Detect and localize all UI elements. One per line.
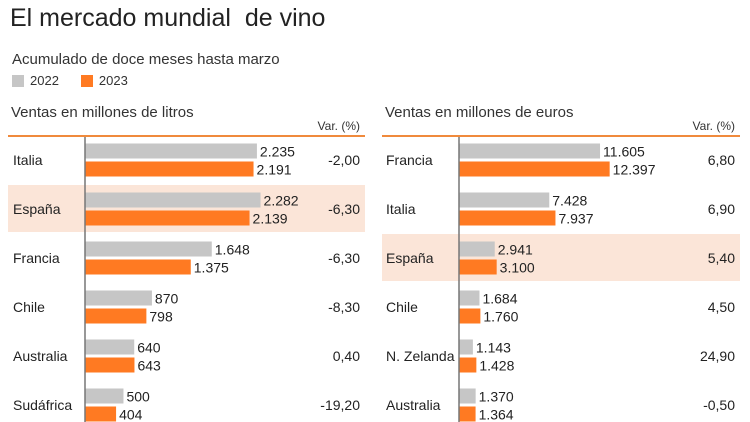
chart1-variation-value: -6,30 <box>328 250 360 266</box>
chart1-category-label: Australia <box>13 348 68 364</box>
chart2-bar-2023 <box>459 406 476 422</box>
chart1-value-label-2022: 640 <box>137 340 161 356</box>
chart2-category-label: Australia <box>386 397 441 413</box>
chart1-title: Ventas en millones de litros <box>11 104 194 121</box>
chart-subtitle: Acumulado de doce meses hasta marzo <box>12 51 280 68</box>
chart1-bar-2023 <box>85 161 254 177</box>
chart2-value-label-2023: 1.428 <box>479 358 514 374</box>
chart1-value-label-2023: 2.191 <box>257 162 292 178</box>
chart2-bar-2022 <box>459 290 480 306</box>
chart2-bar-2022 <box>459 241 495 257</box>
chart1-bar-2023 <box>85 406 117 422</box>
chart1-value-label-2023: 1.375 <box>194 260 229 276</box>
chart2-highlight-row <box>382 234 740 281</box>
chart2-title: Ventas en millones de euros <box>385 104 573 121</box>
legend-item-2023: 2023 <box>80 73 128 88</box>
chart2-value-label-2022: 7.428 <box>552 193 587 209</box>
chart1-bar-2023 <box>85 357 135 373</box>
chart1-bar-2022 <box>85 388 124 404</box>
chart1-category-label: España <box>13 201 61 217</box>
chart2-bar-2022 <box>459 388 476 404</box>
chart1-category-label: Sudáfrica <box>13 397 72 413</box>
chart2-variation-value: 6,80 <box>708 152 735 168</box>
chart1-bar-2022 <box>85 143 257 159</box>
chart1-value-label-2022: 1.648 <box>215 242 250 258</box>
chart1-value-label-2023: 404 <box>119 407 143 422</box>
chart1-bar-2022 <box>85 241 212 257</box>
chart1-category-label: Francia <box>13 250 60 266</box>
chart1-bar-2023 <box>85 259 191 275</box>
chart1-var-header: Var. (%) <box>318 119 360 133</box>
legend-swatch-2022 <box>12 74 24 87</box>
chart1-variation-value: -19,20 <box>320 397 360 413</box>
legend-label-2023: 2023 <box>98 73 128 88</box>
chart2-value-label-2022: 11.605 <box>603 144 645 160</box>
chart1-variation-value: 0,40 <box>333 348 360 364</box>
chart1-value-label-2022: 2.282 <box>264 193 299 209</box>
chart1-value-label-2022: 2.235 <box>260 144 295 160</box>
chart2-variation-value: 4,50 <box>708 299 735 315</box>
chart2-var-header: Var. (%) <box>693 119 735 133</box>
chart1-value-label-2023: 2.139 <box>253 211 288 227</box>
chart2-value-label-2022: 1.370 <box>479 389 514 405</box>
chart2-variation-value: 5,40 <box>708 250 735 266</box>
chart1-bar-2022 <box>85 192 261 208</box>
chart2-category-label: Francia <box>386 152 433 168</box>
chart2-category-label: N. Zelanda <box>386 348 455 364</box>
chart1-value-label-2022: 870 <box>155 291 179 307</box>
chart1-value-label-2023: 643 <box>137 358 161 374</box>
chart2-value-label-2023: 1.760 <box>483 309 518 325</box>
chart1-bar-2022 <box>85 290 152 306</box>
chart2-variation-value: -0,50 <box>703 397 735 413</box>
chart1-bar-2023 <box>85 210 250 226</box>
chart1-value-label-2023: 798 <box>149 309 173 325</box>
chart1-category-label: Chile <box>13 299 45 315</box>
chart2-bar-2023 <box>459 259 497 275</box>
chart2-value-label-2023: 7.937 <box>558 211 593 227</box>
chart2-category-label: España <box>386 250 434 266</box>
chart2-value-label-2023: 1.364 <box>479 407 514 422</box>
legend-swatch-2023 <box>80 74 93 87</box>
chart2-variation-value: 24,90 <box>700 348 735 364</box>
chart1-category-label: Italia <box>13 152 43 168</box>
chart2-bar-2023 <box>459 308 481 324</box>
chart2-value-label-2022: 1.684 <box>482 291 517 307</box>
chart2-bar-2022 <box>459 192 550 208</box>
page-title: El mercado mundial de vino <box>10 4 326 32</box>
chart2-bar-2023 <box>459 161 610 177</box>
chart2-bar-2023 <box>459 357 477 373</box>
chart2-variation-value: 6,90 <box>708 201 735 217</box>
chart2-bar-2022 <box>459 339 473 355</box>
chart1-bar-2022 <box>85 339 135 355</box>
chart2-value-label-2023: 12.397 <box>613 162 656 178</box>
chart2-bar-2022 <box>459 143 601 159</box>
chart2-value-label-2022: 1.143 <box>476 340 511 356</box>
chart2-bar-2023 <box>459 210 556 226</box>
chart2-value-label-2023: 3.100 <box>500 260 535 276</box>
chart1-bar-2023 <box>85 308 147 324</box>
legend: 2022 2023 <box>12 73 150 88</box>
chart2-category-label: Chile <box>386 299 418 315</box>
legend-item-2022: 2022 <box>12 73 59 88</box>
chart2-category-label: Italia <box>386 201 416 217</box>
chart1-variation-value: -8,30 <box>328 299 360 315</box>
chart1-variation-value: -2,00 <box>328 152 360 168</box>
chart2-value-label-2022: 2.941 <box>498 242 533 258</box>
legend-label-2022: 2022 <box>30 73 59 88</box>
chart1-variation-value: -6,30 <box>328 201 360 217</box>
chart1-value-label-2022: 500 <box>126 389 150 405</box>
